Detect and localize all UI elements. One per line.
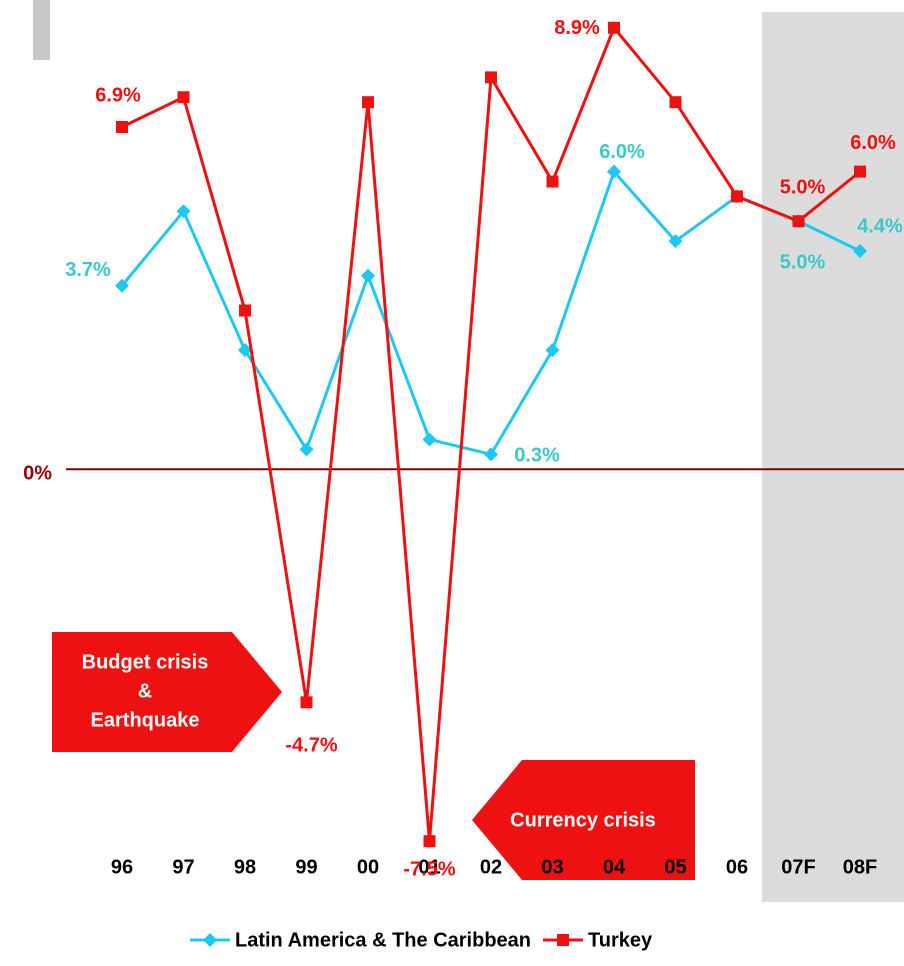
marker bbox=[669, 96, 682, 109]
marker bbox=[608, 21, 620, 34]
annotation-text: Earthquake bbox=[91, 709, 200, 731]
marker bbox=[361, 268, 375, 283]
x-tick-label: 02 bbox=[480, 856, 502, 878]
x-tick-label: 00 bbox=[357, 856, 379, 878]
legend-marker bbox=[203, 933, 217, 947]
x-tick-label: 05 bbox=[664, 856, 686, 878]
x-tick-label: 98 bbox=[234, 856, 256, 878]
decoration bbox=[33, 0, 50, 60]
x-tick-label: 07F bbox=[781, 856, 815, 878]
data-label: 6.0% bbox=[850, 132, 896, 154]
forecast-shade bbox=[762, 12, 904, 902]
data-label: 5.0% bbox=[780, 177, 826, 199]
legend-label: Turkey bbox=[588, 929, 653, 951]
marker bbox=[177, 91, 190, 104]
data-label: 6.0% bbox=[599, 141, 645, 163]
annotation-arrow bbox=[472, 760, 695, 880]
marker bbox=[422, 432, 437, 447]
marker bbox=[300, 696, 313, 709]
x-tick-label: 06 bbox=[726, 856, 748, 878]
marker bbox=[853, 243, 867, 258]
y-tick-label: 0% bbox=[23, 462, 52, 484]
x-tick-label: 01 bbox=[418, 856, 440, 878]
x-tick-label: 99 bbox=[295, 856, 317, 878]
annotation-text: & bbox=[138, 680, 152, 702]
annotation-text: Currency crisis bbox=[510, 809, 656, 831]
data-label: -4.7% bbox=[285, 735, 337, 757]
x-tick-label: 96 bbox=[111, 856, 133, 878]
data-label: 4.4% bbox=[857, 215, 903, 237]
series-line bbox=[120, 168, 861, 457]
data-label: 3.7% bbox=[65, 259, 111, 281]
marker bbox=[423, 835, 436, 848]
x-tick-label: 03 bbox=[541, 856, 563, 878]
marker bbox=[115, 278, 129, 293]
marker bbox=[731, 190, 743, 203]
marker bbox=[792, 215, 805, 228]
annotation-arrow bbox=[52, 632, 282, 752]
legend-label: Latin America & The Caribbean bbox=[235, 929, 531, 951]
marker bbox=[607, 164, 621, 179]
annotation-text: Budget crisis bbox=[82, 651, 209, 673]
data-label: 6.9% bbox=[95, 84, 141, 106]
marker bbox=[545, 343, 560, 358]
marker bbox=[546, 175, 559, 188]
data-label: 5.0% bbox=[780, 252, 826, 274]
legend-marker bbox=[557, 934, 569, 946]
data-label: 8.9% bbox=[554, 17, 600, 39]
x-tick-label: 97 bbox=[172, 856, 194, 878]
marker bbox=[362, 96, 374, 109]
marker bbox=[299, 442, 314, 457]
data-label: -7.5% bbox=[403, 858, 455, 880]
marker bbox=[238, 343, 252, 358]
x-tick-label: 08F bbox=[843, 856, 877, 878]
marker bbox=[484, 447, 498, 462]
marker bbox=[668, 234, 683, 249]
marker bbox=[239, 304, 251, 317]
data-label: 0.3% bbox=[514, 445, 560, 467]
marker bbox=[116, 120, 128, 133]
marker bbox=[176, 204, 191, 219]
marker bbox=[485, 71, 497, 84]
marker bbox=[854, 165, 866, 178]
x-tick-label: 04 bbox=[603, 856, 626, 878]
